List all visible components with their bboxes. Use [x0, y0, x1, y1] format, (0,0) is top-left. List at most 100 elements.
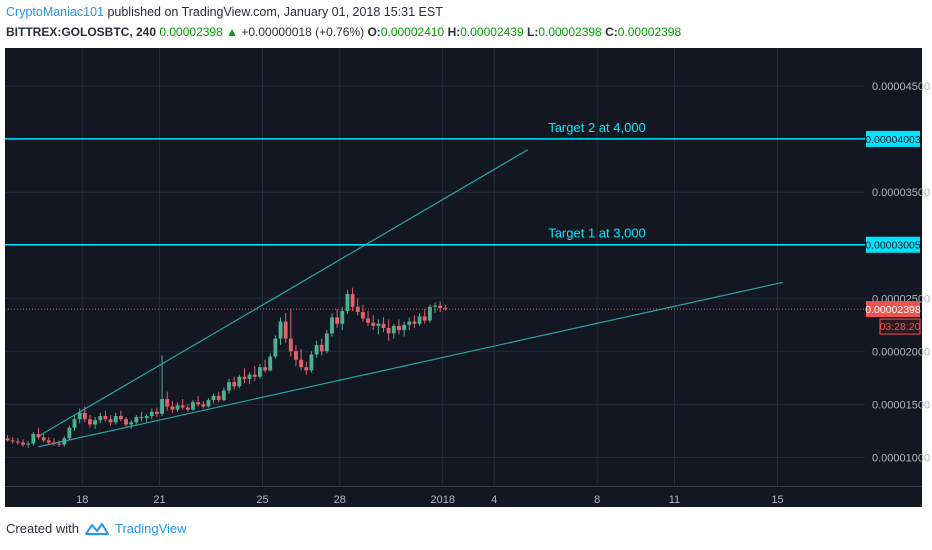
candle-body: [247, 374, 252, 379]
candle-body: [93, 420, 98, 425]
x-tick-label: 2018: [430, 494, 454, 506]
candle-body: [433, 305, 437, 307]
candle-body: [206, 400, 211, 407]
trend-line[interactable]: [38, 149, 528, 437]
candle-body: [397, 325, 401, 331]
up-arrow-icon: ▲: [226, 25, 239, 39]
candle-body: [381, 323, 386, 328]
candle-body: [335, 317, 340, 324]
candle-body: [41, 437, 46, 441]
candle-body: [345, 294, 350, 312]
candle-body: [160, 399, 164, 414]
candle-body: [51, 442, 56, 444]
candle-body: [402, 324, 407, 331]
candle-body: [443, 307, 448, 309]
x-tick-label: 4: [491, 494, 497, 506]
candle-body: [438, 305, 443, 308]
candle-body: [221, 390, 226, 401]
candle-body: [134, 417, 139, 423]
candle-body: [299, 359, 304, 368]
candle-body: [118, 416, 123, 420]
created-with-label: Created with: [6, 521, 79, 536]
candle-body: [144, 416, 149, 419]
candle-body: [288, 338, 293, 352]
candle-body: [67, 427, 72, 439]
candle-body: [242, 376, 247, 379]
candle-body: [422, 316, 427, 321]
candle-body: [314, 344, 319, 355]
candle-body: [103, 416, 108, 420]
candle-body: [304, 367, 309, 371]
candle-body: [237, 376, 242, 387]
candle-body: [98, 416, 103, 421]
candle-body: [319, 344, 324, 352]
candle-body: [149, 411, 154, 417]
candle-body: [180, 405, 185, 408]
candle-body: [232, 382, 237, 387]
candle-body: [412, 321, 417, 324]
candle-body: [366, 318, 370, 323]
candlestick-series: [5, 287, 448, 448]
candle-body: [211, 395, 216, 401]
publish-header: CryptoManiac101 published on TradingView…: [6, 5, 443, 19]
candle-body: [263, 367, 267, 371]
candle-body: [191, 402, 195, 410]
high-value: 0.00002439: [460, 25, 524, 39]
price-chart[interactable]: Target 2 at 4,000 0.00004003 Target 1 at 3…: [0, 46, 932, 512]
target-axis-badge: [866, 236, 920, 253]
time-axis-divider: [5, 486, 922, 487]
x-tick-label: 11: [669, 494, 680, 506]
candle-body: [26, 443, 31, 445]
target-lines[interactable]: Target 2 at 4,000 0.00004003 Target 1 at 3…: [5, 120, 921, 253]
candle-body: [10, 440, 15, 442]
candle-body: [227, 382, 231, 391]
candle-body: [57, 443, 62, 445]
x-tick-label: 15: [771, 494, 783, 506]
trend-line[interactable]: [38, 281, 783, 448]
candle-body: [427, 306, 432, 321]
candle-body: [309, 354, 314, 371]
target-axis-badge: [866, 130, 920, 147]
candle-body: [216, 395, 221, 401]
target-axis-label: 0.00004003: [865, 134, 921, 146]
trend-lines[interactable]: [38, 149, 783, 448]
candle-body: [113, 416, 118, 423]
close-label: C:: [605, 25, 618, 39]
x-tick-label: 28: [334, 494, 346, 506]
candle-body: [62, 438, 67, 445]
candle-body: [82, 412, 87, 420]
low-value: 0.00002398: [538, 25, 602, 39]
open-value: 0.00002410: [380, 25, 445, 39]
candle-body: [170, 406, 175, 410]
price-change: +0.00000018 (+0.76%): [241, 25, 365, 39]
candle-body: [324, 333, 329, 352]
candle-body: [283, 321, 288, 339]
price-axis[interactable]: [865, 48, 922, 507]
close-value: 0.00002398: [617, 25, 682, 39]
candle-body: [201, 404, 206, 407]
target-label: Target 1 at 3,000: [548, 226, 646, 241]
symbol-label: BITTREX:GOLOSBTC, 240: [6, 25, 157, 39]
candle-body: [252, 374, 257, 377]
candle-body: [139, 417, 144, 419]
tradingview-logo-icon: [84, 522, 109, 535]
candle-body: [350, 294, 355, 307]
plot-area[interactable]: [5, 48, 865, 507]
candle-body: [129, 422, 134, 425]
candle-body: [257, 367, 262, 377]
x-tick-labels: 18 21 25 28 2018 4 8 11 15: [76, 494, 783, 506]
current-price-marker: 0.00002398 03:28:20: [5, 301, 921, 335]
x-tick-label: 21: [153, 494, 165, 506]
candle-body: [21, 442, 25, 445]
tradingview-brand[interactable]: TradingView: [114, 521, 187, 536]
candle-body: [108, 419, 113, 423]
candle-body: [124, 419, 128, 425]
target-axis-label: 0.00003005: [865, 240, 921, 252]
x-tick-label: 8: [594, 494, 600, 506]
candle-body: [36, 434, 41, 438]
candle-body: [77, 412, 82, 420]
candle-body: [330, 317, 334, 334]
candle-body: [278, 321, 283, 339]
author-link[interactable]: CryptoManiac101: [6, 5, 104, 19]
candle-body: [88, 419, 92, 425]
